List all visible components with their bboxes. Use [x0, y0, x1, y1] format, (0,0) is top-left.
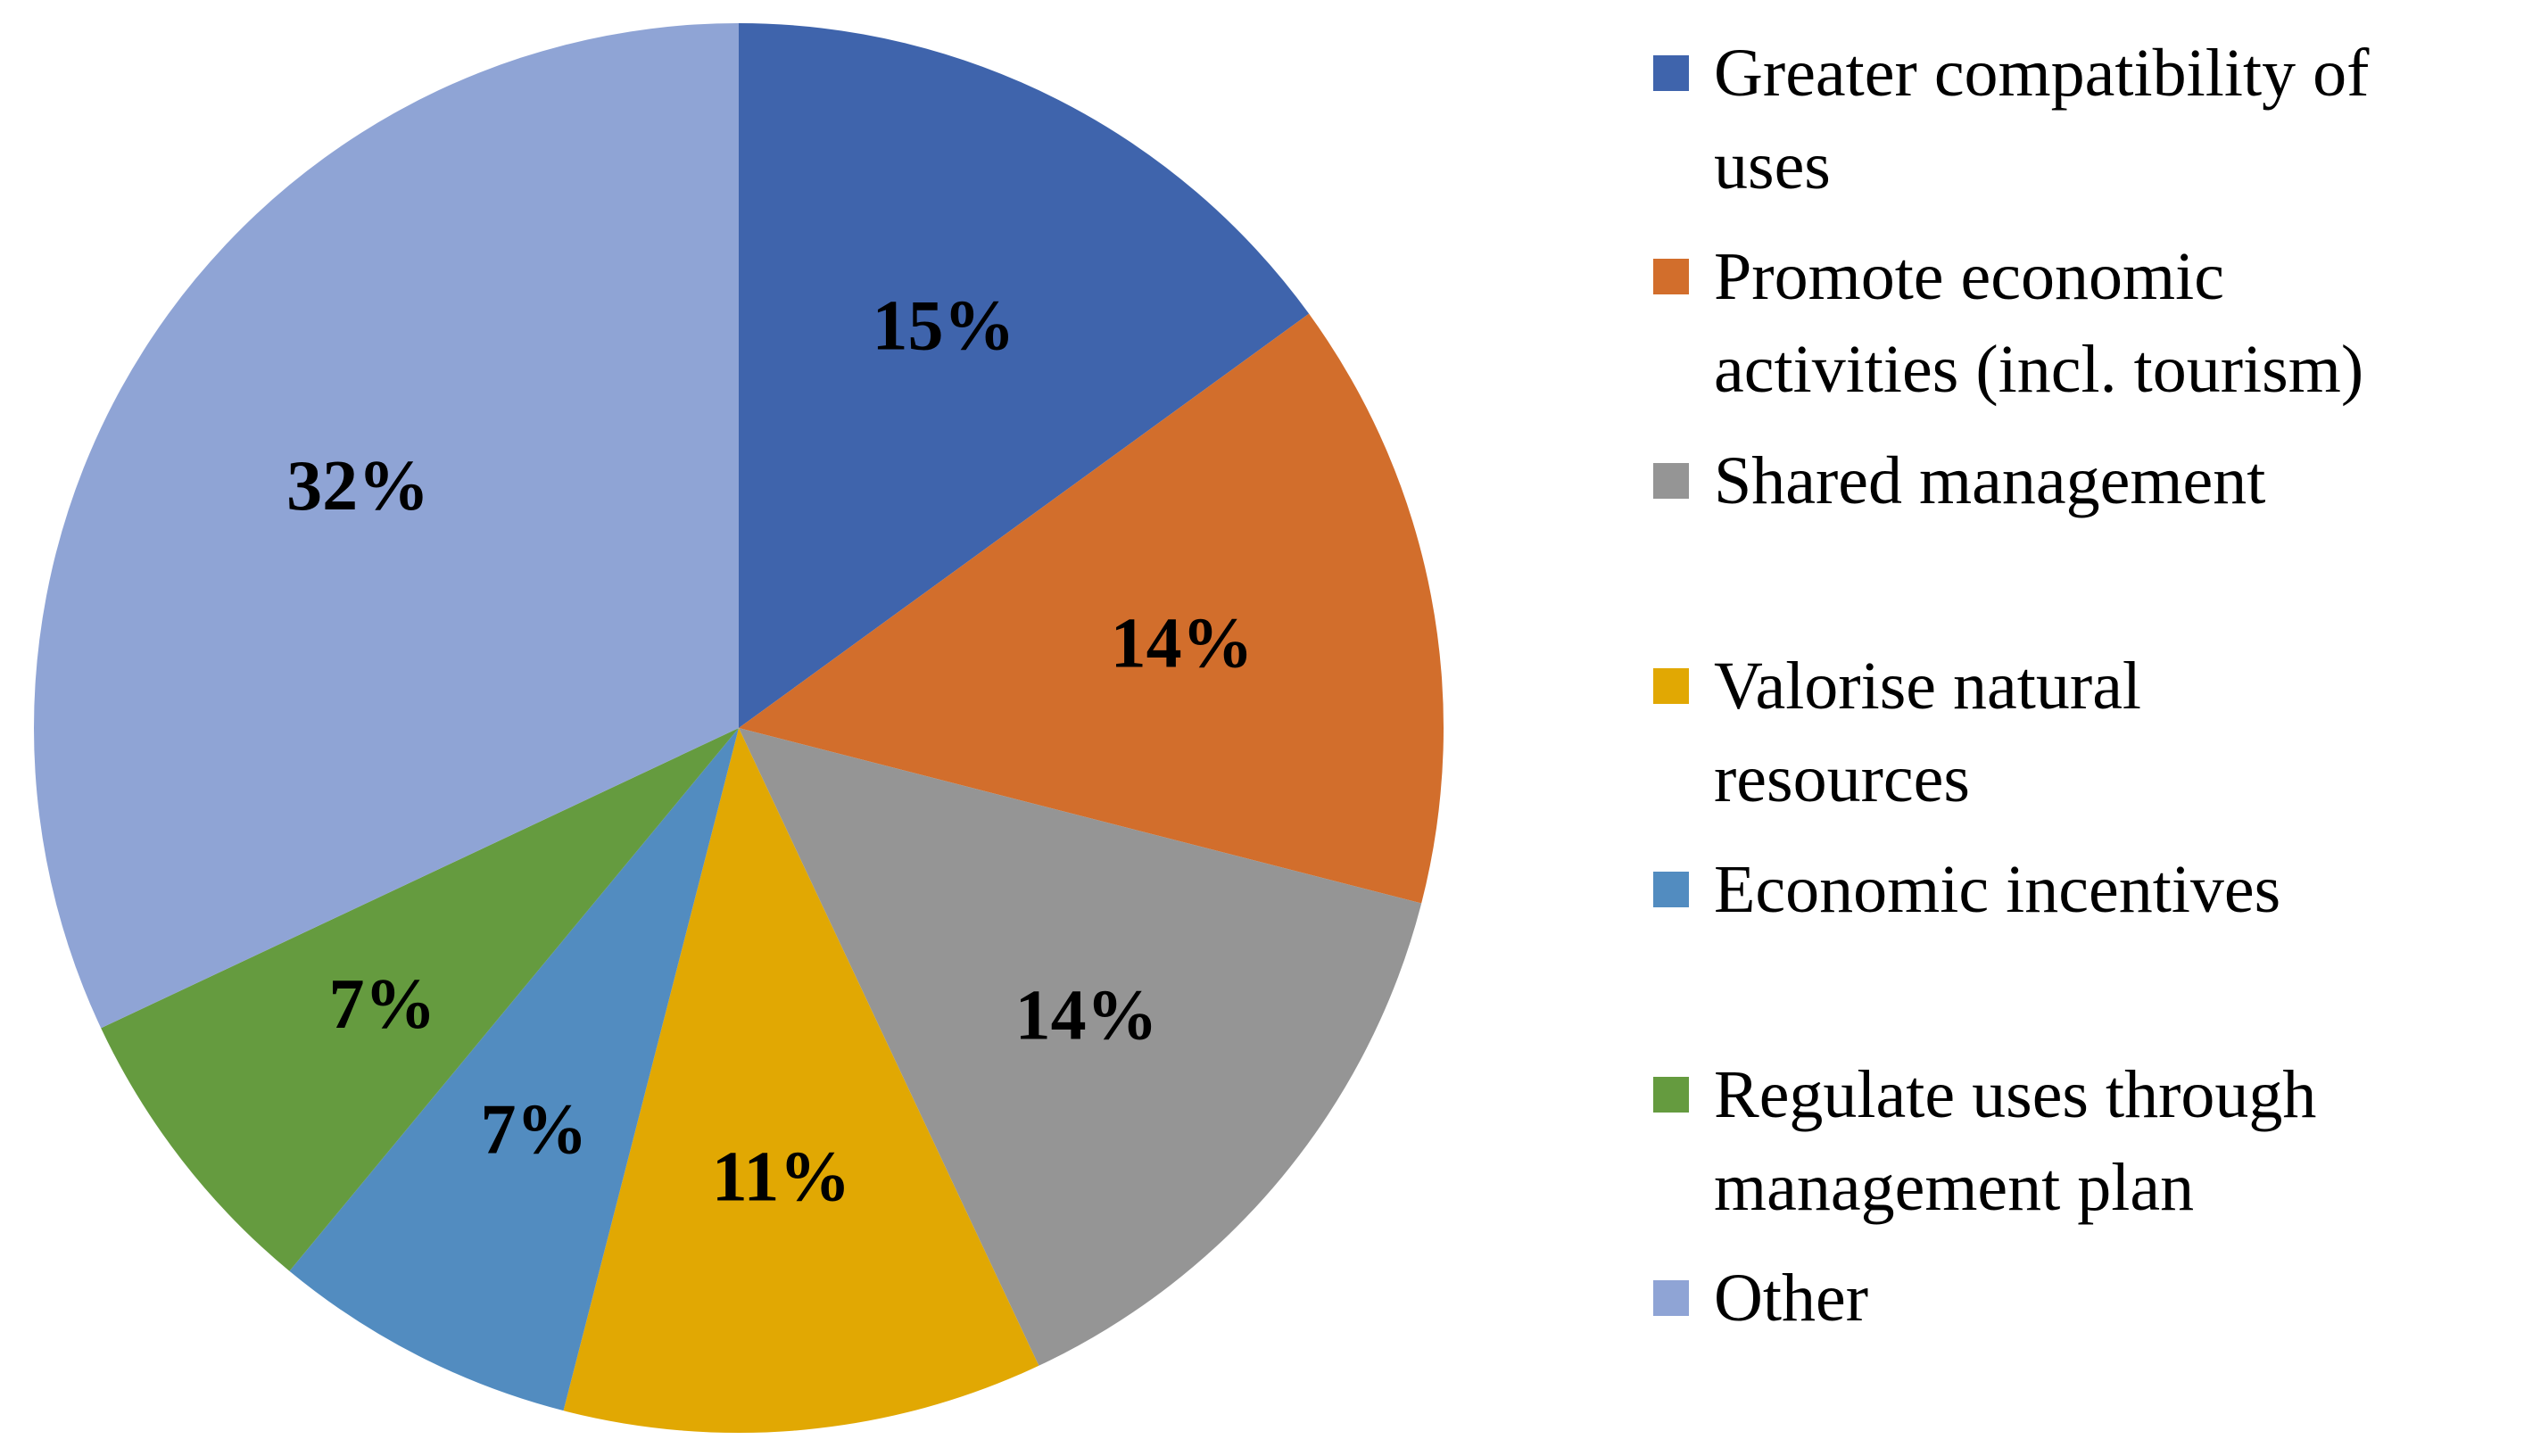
legend-label: Regulate uses through management plan: [1714, 1057, 2317, 1225]
pie-plot-area: 15% 14% 14% 11% 7% 7% 32%: [34, 23, 1444, 1433]
pie-slice-promote-economic-activities-incl-tourism: [739, 313, 1444, 904]
data-label-other: 32%: [286, 447, 429, 525]
pie-slice-shared-management: [739, 728, 1422, 1366]
pie-slices: [34, 23, 1444, 1433]
data-label-economic-incentives: 7%: [481, 1091, 588, 1170]
legend-label: Economic incentives: [1714, 852, 2281, 927]
legend-swatch: [1653, 259, 1689, 294]
data-label-regulate-uses-through-management-plan: 7%: [329, 965, 436, 1044]
legend-swatch: [1653, 1280, 1689, 1316]
legend-swatch: [1653, 1077, 1689, 1113]
pie-slice-other: [34, 23, 739, 1029]
legend-label: Greater compatibility of uses: [1714, 36, 2370, 203]
pie-slice-regulate-uses-through-management-plan: [101, 728, 739, 1271]
data-label-greater-compatibility-of-uses: 15%: [873, 287, 1015, 366]
legend-swatch: [1653, 463, 1689, 499]
data-label-promote-economic-activities-incl-tourism: 14%: [1111, 604, 1254, 682]
pie-data-labels: 15% 14% 14% 11% 7% 7% 32%: [286, 287, 1254, 1217]
legend-label: Other: [1714, 1261, 1869, 1336]
pie-slice-economic-incentives: [289, 728, 739, 1411]
legend-swatch: [1653, 668, 1689, 704]
legend-swatch: [1653, 872, 1689, 907]
data-label-valorise-natural-resources: 11%: [712, 1138, 851, 1216]
legend-label: Promote economic activities (incl. touri…: [1714, 239, 2364, 407]
legend-label: Shared management: [1714, 443, 2266, 518]
legend-label: Valorise natural resources: [1714, 649, 2142, 816]
data-label-shared-management: 14%: [1015, 976, 1158, 1055]
legend-swatch: [1653, 55, 1689, 91]
pie-slice-valorise-natural-resources: [563, 728, 1039, 1433]
pie-slice-greater-compatibility-of-uses: [739, 23, 1310, 728]
